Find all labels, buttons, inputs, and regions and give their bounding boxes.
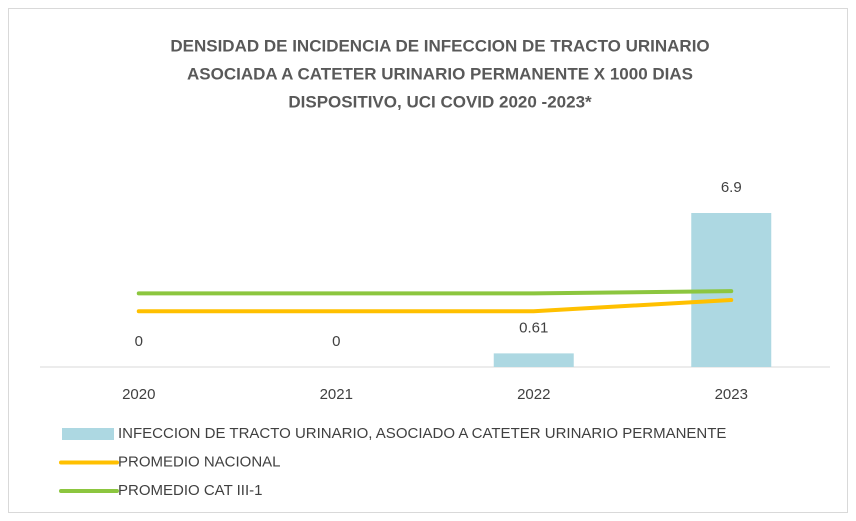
- bar: [493, 353, 574, 367]
- x-tick-label: 2020: [122, 386, 155, 403]
- data-label: 6.9: [721, 179, 742, 196]
- chart-title: ASOCIADA A CATETER URINARIO PERMANENTE X…: [187, 64, 693, 83]
- data-label: 0.61: [519, 319, 548, 336]
- chart-title: DENSIDAD DE INCIDENCIA DE INFECCION DE T…: [170, 36, 709, 55]
- legend-label: PROMEDIO CAT III-1: [118, 482, 262, 499]
- data-label: 0: [135, 333, 143, 350]
- line-series: [136, 298, 734, 314]
- line-series: [136, 289, 734, 296]
- legend-label: INFECCION DE TRACTO URINARIO, ASOCIADO A…: [118, 425, 726, 442]
- chart-title: DISPOSITIVO, UCI COVID 2020 -2023*: [288, 92, 592, 111]
- x-tick-label: 2021: [320, 386, 353, 403]
- x-tick-label: 2023: [715, 386, 748, 403]
- legend-swatch: [62, 428, 114, 440]
- data-label: 0: [332, 333, 340, 350]
- x-tick-label: 2022: [517, 386, 550, 403]
- legend-label: PROMEDIO NACIONAL: [118, 453, 281, 470]
